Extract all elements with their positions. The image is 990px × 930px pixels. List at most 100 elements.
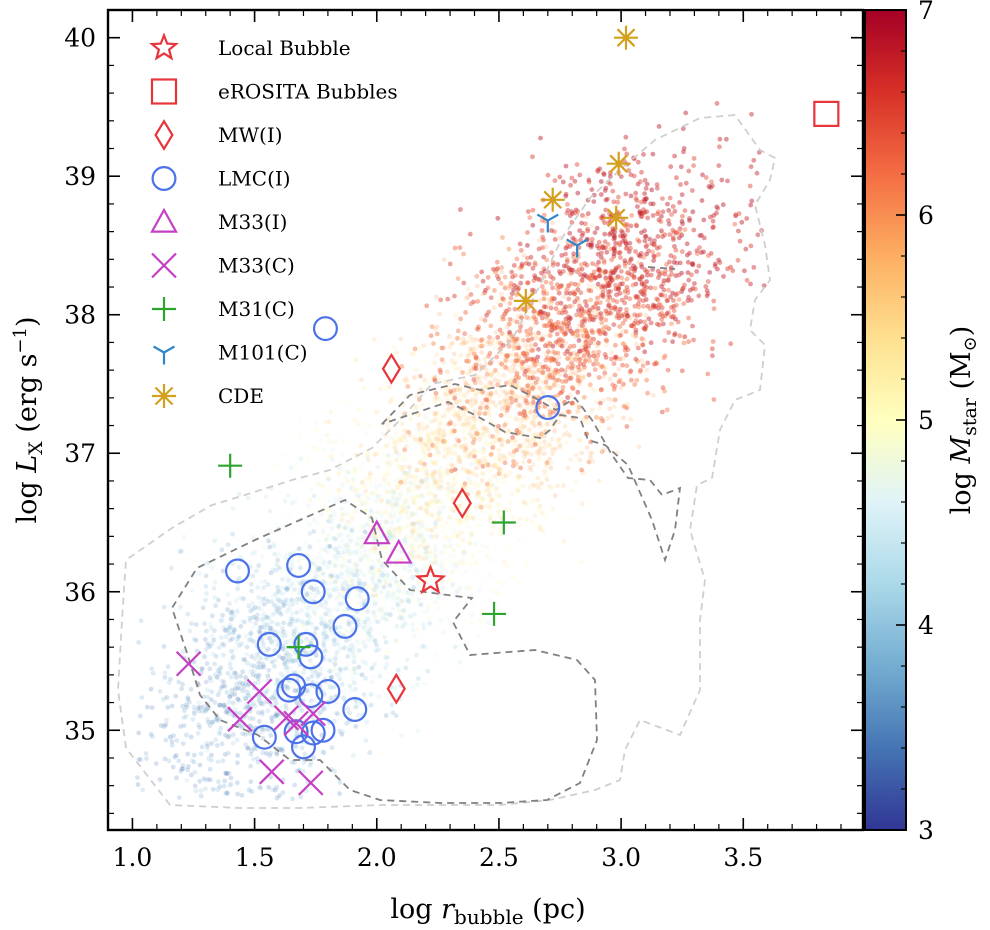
simulation-point <box>440 549 446 555</box>
simulation-point <box>406 474 412 480</box>
simulation-point <box>697 233 703 239</box>
simulation-point <box>223 770 229 776</box>
simulation-point <box>382 634 388 640</box>
simulation-point <box>222 628 228 633</box>
simulation-point <box>253 621 259 626</box>
simulation-point <box>525 280 530 286</box>
simulation-point <box>338 575 344 581</box>
simulation-point <box>294 596 300 602</box>
simulation-point <box>714 210 719 216</box>
simulation-point <box>229 609 235 615</box>
simulation-point <box>460 537 466 543</box>
simulation-point <box>232 627 238 633</box>
simulation-point <box>361 498 366 504</box>
simulation-point <box>258 730 264 735</box>
simulation-point <box>708 185 713 191</box>
simulation-point <box>358 581 363 586</box>
simulation-point <box>477 588 482 593</box>
simulation-point <box>455 532 461 538</box>
simulation-point <box>549 298 555 303</box>
simulation-point <box>185 696 191 702</box>
simulation-point <box>387 532 393 538</box>
simulation-point <box>283 664 289 670</box>
simulation-point <box>631 275 636 281</box>
simulation-point <box>399 465 404 470</box>
simulation-point <box>519 515 524 521</box>
simulation-point <box>577 303 582 309</box>
simulation-point <box>428 438 433 443</box>
simulation-point <box>536 346 541 352</box>
simulation-point <box>582 316 588 322</box>
simulation-point <box>626 168 632 173</box>
simulation-point <box>616 366 622 372</box>
simulation-point <box>478 316 484 322</box>
simulation-point <box>735 257 741 263</box>
simulation-point <box>369 491 375 496</box>
simulation-point <box>419 478 425 484</box>
simulation-point <box>347 519 352 525</box>
simulation-point <box>184 704 190 710</box>
simulation-point <box>250 535 256 540</box>
simulation-point <box>412 453 418 459</box>
simulation-point <box>441 360 447 366</box>
simulation-point <box>672 153 677 159</box>
simulation-point <box>335 574 340 580</box>
simulation-point <box>586 310 592 315</box>
simulation-point <box>643 313 649 318</box>
simulation-point <box>568 351 573 357</box>
simulation-point <box>572 259 577 264</box>
simulation-point <box>471 447 477 453</box>
simulation-point <box>551 369 557 374</box>
simulation-point <box>276 565 282 571</box>
simulation-point <box>247 716 253 721</box>
simulation-point <box>374 613 379 619</box>
simulation-point <box>502 299 507 304</box>
simulation-point <box>484 544 490 550</box>
simulation-point <box>602 352 608 357</box>
simulation-point <box>408 613 413 619</box>
simulation-point <box>616 315 622 321</box>
simulation-point <box>326 657 332 663</box>
simulation-point <box>220 758 226 764</box>
simulation-point <box>499 265 504 270</box>
simulation-point <box>176 795 182 800</box>
simulation-point <box>305 605 310 611</box>
simulation-point <box>689 188 695 193</box>
simulation-point <box>204 628 209 634</box>
simulation-point <box>492 474 498 479</box>
simulation-point <box>289 566 295 572</box>
simulation-point <box>561 330 567 335</box>
simulation-point <box>532 310 538 315</box>
simulation-point <box>550 262 556 268</box>
simulation-point <box>404 510 409 516</box>
simulation-point <box>337 592 342 598</box>
simulation-point <box>361 639 366 645</box>
simulation-point <box>334 624 339 630</box>
simulation-point <box>275 598 281 604</box>
simulation-point <box>361 524 366 529</box>
simulation-point <box>447 334 452 339</box>
simulation-point <box>594 415 599 420</box>
simulation-point <box>573 258 579 264</box>
simulation-point <box>278 716 283 722</box>
simulation-point <box>578 312 583 317</box>
simulation-point <box>430 461 435 466</box>
simulation-point <box>565 208 571 213</box>
simulation-point <box>591 388 597 394</box>
simulation-point <box>638 210 643 216</box>
simulation-point <box>470 471 476 477</box>
simulation-point <box>602 365 608 371</box>
simulation-point <box>612 397 618 403</box>
simulation-point <box>571 251 577 257</box>
simulation-point <box>352 466 358 471</box>
simulation-point <box>337 521 343 526</box>
simulation-point <box>644 251 649 257</box>
simulation-point <box>637 253 643 259</box>
simulation-point <box>346 513 352 518</box>
simulation-point <box>448 428 454 434</box>
simulation-point <box>525 437 530 443</box>
simulation-point <box>544 463 549 468</box>
simulation-point <box>678 164 684 170</box>
simulation-point <box>699 232 704 238</box>
simulation-point <box>353 724 359 729</box>
